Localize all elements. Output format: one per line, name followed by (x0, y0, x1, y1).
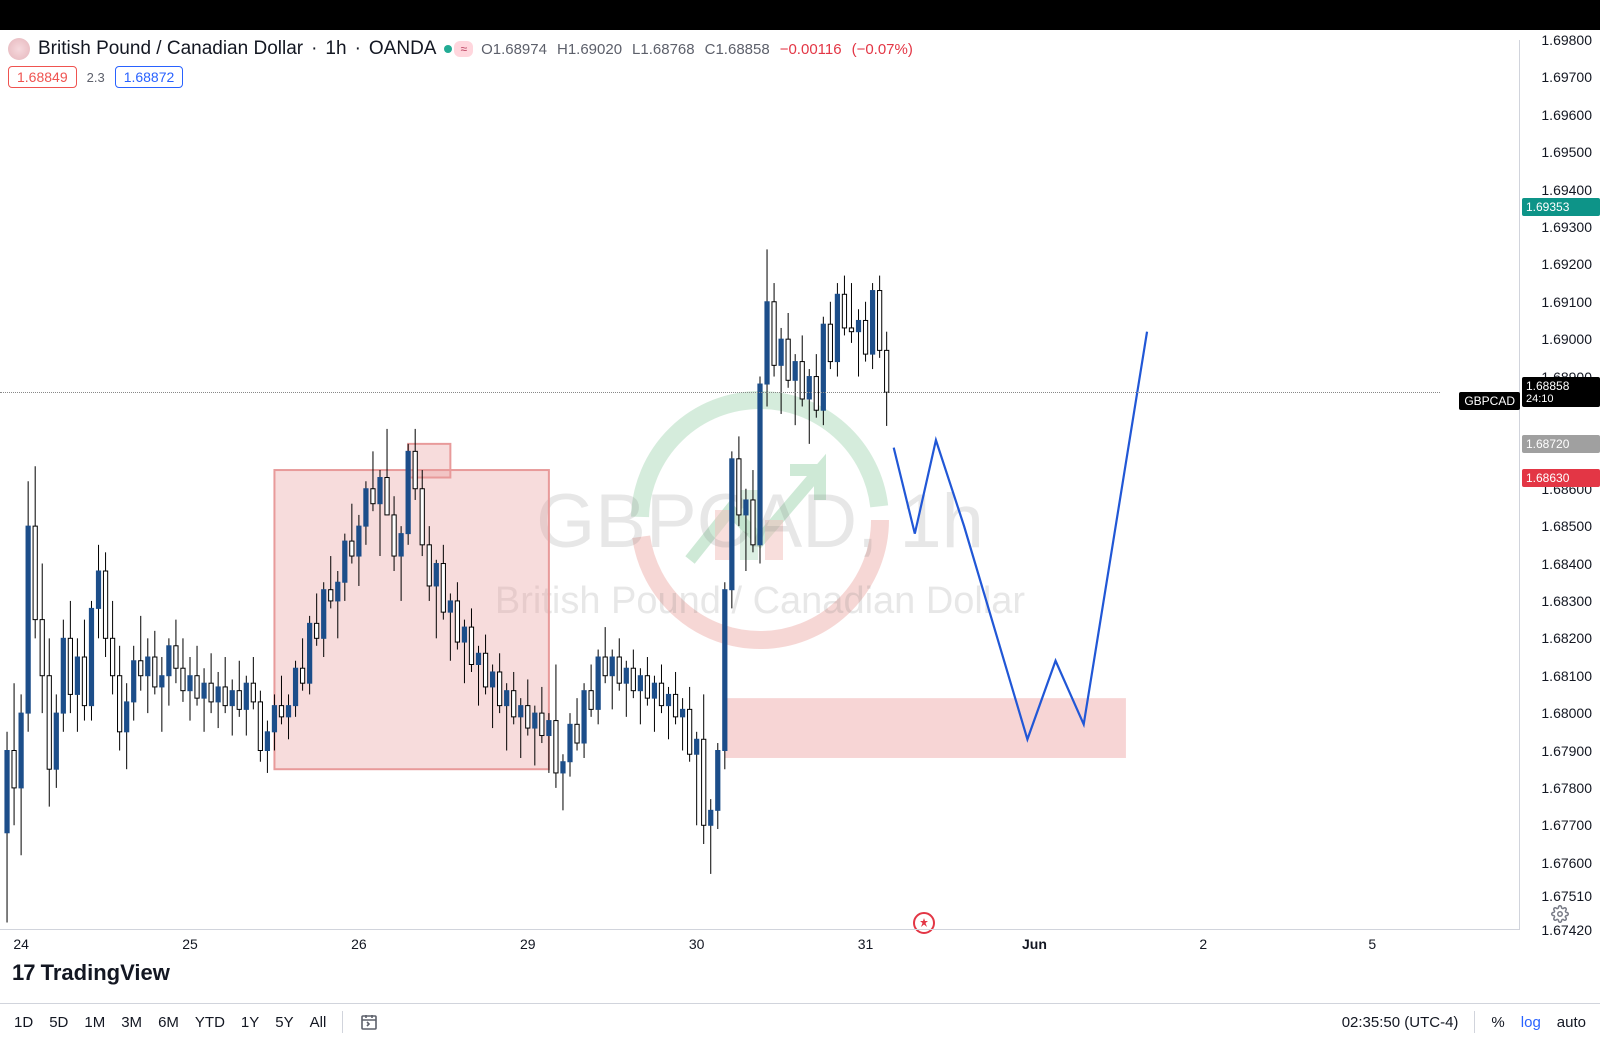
bottom-toolbar: 1D5D1M3M6MYTD1Y5YAll 02:35:50 (UTC-4) % … (0, 1003, 1600, 1040)
timeframe-all[interactable]: All (310, 1014, 327, 1031)
price-tick: 1.68100 (1541, 668, 1592, 684)
price-tick: 1.69100 (1541, 294, 1592, 310)
price-tick: 1.67800 (1541, 780, 1592, 796)
price-tick: 1.69600 (1541, 107, 1592, 123)
price-tick: 1.69800 (1541, 32, 1592, 48)
time-tick: 25 (182, 936, 198, 952)
price-tick: 1.69300 (1541, 219, 1592, 235)
time-tick: 24 (13, 936, 29, 952)
chart-pane[interactable]: GBPCAD, 1h British Pound / Canadian Doll… (0, 40, 1520, 930)
chart-container: GBPCAD, 1h British Pound / Canadian Doll… (0, 40, 1600, 980)
timeframe-ytd[interactable]: YTD (195, 1014, 225, 1031)
letterbox-top (0, 0, 1600, 30)
goto-date-icon[interactable] (359, 1012, 379, 1032)
price-tick: 1.68400 (1541, 556, 1592, 572)
chart-svg (0, 40, 1520, 930)
price-tick: 1.67510 (1541, 888, 1592, 904)
axis-settings-icon[interactable] (1551, 905, 1569, 926)
time-tick: 5 (1368, 936, 1376, 952)
time-tick: 29 (520, 936, 536, 952)
timeframe-5d[interactable]: 5D (49, 1014, 68, 1031)
timeframe-5y[interactable]: 5Y (275, 1014, 293, 1031)
time-tick: 30 (689, 936, 705, 952)
timeframe-1y[interactable]: 1Y (241, 1014, 259, 1031)
price-tick: 1.68300 (1541, 593, 1592, 609)
timeframe-1m[interactable]: 1M (84, 1014, 105, 1031)
timeframe-3m[interactable]: 3M (121, 1014, 142, 1031)
price-tick: 1.67700 (1541, 817, 1592, 833)
clock-label[interactable]: 02:35:50 (UTC-4) (1342, 1014, 1459, 1031)
price-tick: 1.69000 (1541, 331, 1592, 347)
last-price-line (0, 392, 1440, 393)
timeframe-6m[interactable]: 6M (158, 1014, 179, 1031)
time-axis[interactable]: 242526293031Jun25 (0, 929, 1520, 958)
price-tick: 1.68200 (1541, 630, 1592, 646)
time-tick: Jun (1022, 936, 1047, 952)
price-tick: 1.68500 (1541, 518, 1592, 534)
price-tick: 1.69200 (1541, 256, 1592, 272)
price-tick: 1.69400 (1541, 182, 1592, 198)
separator (1474, 1011, 1475, 1033)
time-tick: 31 (858, 936, 874, 952)
price-axis[interactable]: 1.698001.697001.696001.695001.694001.693… (1519, 40, 1600, 930)
price-tick: 1.68000 (1541, 705, 1592, 721)
time-tick: 2 (1199, 936, 1207, 952)
price-tick: 1.67600 (1541, 855, 1592, 871)
log-toggle[interactable]: log (1521, 1014, 1541, 1031)
separator (342, 1011, 343, 1033)
timeframe-1d[interactable]: 1D (14, 1014, 33, 1031)
price-tick: 1.69500 (1541, 144, 1592, 160)
tradingview-logo: 17 TradingView (12, 960, 170, 986)
price-tick: 1.69700 (1541, 69, 1592, 85)
time-tick: 26 (351, 936, 367, 952)
auto-toggle[interactable]: auto (1557, 1014, 1586, 1031)
percent-toggle[interactable]: % (1491, 1014, 1504, 1031)
price-tick: 1.67900 (1541, 743, 1592, 759)
